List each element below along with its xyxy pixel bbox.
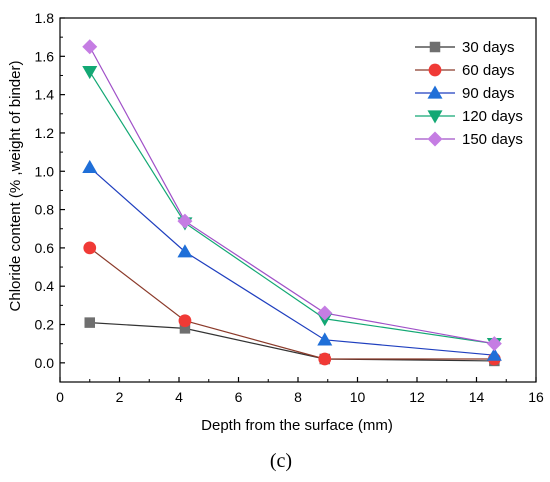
data-point <box>486 336 502 352</box>
x-tick-label: 2 <box>116 389 124 405</box>
data-point <box>82 39 98 55</box>
x-tick-label: 14 <box>469 389 485 405</box>
legend-marker <box>427 110 443 124</box>
legend-label: 60 days <box>462 62 515 79</box>
data-point <box>177 244 193 258</box>
x-tick-label: 8 <box>294 389 302 405</box>
data-point <box>317 305 333 321</box>
x-tick-label: 10 <box>350 389 366 405</box>
figure-caption: (c) <box>270 450 292 472</box>
series-markers <box>82 39 502 367</box>
data-point <box>177 213 193 229</box>
x-tick-label: 4 <box>175 389 183 405</box>
legend-marker <box>428 63 442 77</box>
y-tick-label: 0.6 <box>35 240 55 256</box>
x-tick-label: 0 <box>56 389 64 405</box>
series-line <box>89 166 495 356</box>
y-tick-label: 1.0 <box>35 163 55 179</box>
data-point <box>179 323 191 334</box>
y-tick-label: 1.2 <box>35 125 55 141</box>
series-line <box>89 322 495 362</box>
data-point <box>83 241 97 255</box>
y-tick-label: 0.2 <box>35 317 55 333</box>
y-tick-label: 1.8 <box>35 10 55 26</box>
y-axis-label: Chloride content (% ,weight of binder) <box>7 61 24 312</box>
data-point <box>318 352 332 366</box>
axis-ticks: 0 2 4 6 8 10 12 14 16 0.0 0.2 0.4 0.6 0.8 1.0 1.2 1.4 1.6… <box>35 10 544 405</box>
y-tick-label: 0.8 <box>35 202 55 218</box>
legend-marker <box>427 131 443 147</box>
x-tick-label: 12 <box>409 389 425 405</box>
x-tick-label: 6 <box>235 389 243 405</box>
series-line <box>89 46 495 345</box>
x-axis-label: Depth from the surface (mm) <box>201 417 393 434</box>
legend-label: 90 days <box>462 85 515 102</box>
data-point <box>82 159 98 174</box>
y-tick-label: 1.4 <box>35 87 55 103</box>
data-point <box>178 314 192 328</box>
y-tick-label: 0.4 <box>35 278 55 294</box>
legend: 30 days 60 days 90 days 120 days 150 days <box>415 39 523 148</box>
legend-label: 150 days <box>462 131 523 148</box>
y-tick-label: 1.6 <box>35 48 55 64</box>
legend-label: 30 days <box>462 39 515 56</box>
series-line <box>89 71 495 345</box>
data-point <box>317 332 333 346</box>
legend-marker <box>429 41 441 53</box>
x-tick-label: 16 <box>528 389 544 405</box>
data-point <box>84 317 95 328</box>
legend-marker <box>427 85 443 99</box>
data-point <box>486 347 502 361</box>
series-line <box>89 247 495 360</box>
data-point <box>82 66 98 80</box>
series-lines <box>89 46 495 362</box>
legend-label: 120 days <box>462 108 523 125</box>
y-tick-label: 0.0 <box>35 355 55 371</box>
